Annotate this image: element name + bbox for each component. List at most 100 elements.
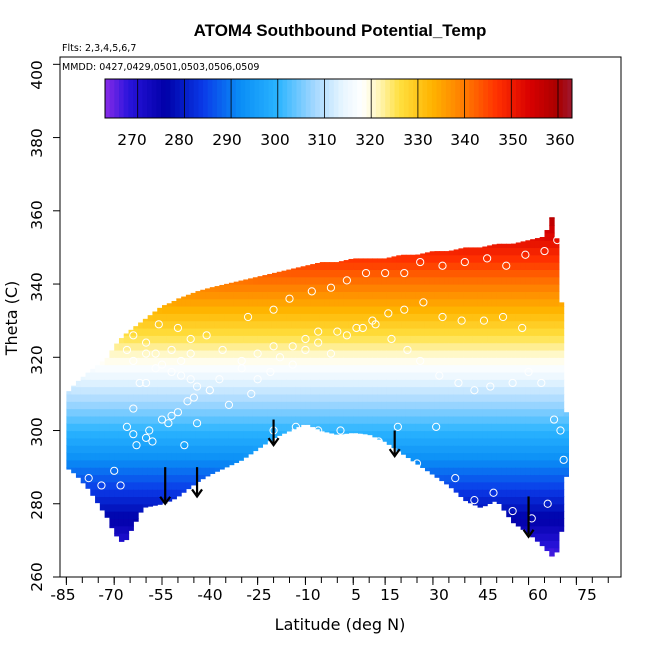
field-cell	[114, 423, 120, 432]
field-cell	[477, 254, 483, 263]
field-cell	[233, 313, 240, 322]
field-cell	[539, 430, 546, 439]
colorbar-swatch	[501, 79, 508, 118]
dates-note: MMDD: 0427,0429,0501,0503,0506,0509	[62, 62, 259, 73]
field-cell	[95, 445, 101, 454]
field-cell	[171, 415, 177, 424]
field-cell	[334, 306, 340, 314]
field-cell	[429, 430, 436, 439]
field-cell	[453, 393, 460, 402]
field-cell	[482, 423, 488, 432]
field-cell	[491, 244, 498, 249]
field-cell	[114, 525, 120, 534]
field-cell	[133, 357, 139, 366]
chart-title: ATOM4 Southbound Potential_Temp	[194, 21, 487, 40]
field-cell	[324, 371, 330, 380]
field-cell	[286, 423, 292, 432]
field-cell	[515, 269, 522, 278]
field-cell	[319, 262, 326, 270]
field-cell	[248, 306, 254, 314]
field-cell	[530, 313, 536, 322]
x-tick-label: -85	[50, 586, 75, 604]
field-cell	[439, 251, 445, 256]
field-cell	[114, 430, 120, 439]
field-cell	[358, 298, 364, 307]
field-cell	[554, 357, 560, 366]
field-cell	[142, 445, 149, 454]
field-cell	[391, 327, 397, 336]
field-cell	[291, 284, 297, 292]
field-cell	[152, 313, 158, 322]
field-cell	[434, 298, 440, 307]
field-cell	[348, 320, 354, 329]
field-cell	[496, 327, 503, 336]
field-cell	[549, 489, 555, 498]
field-cell	[487, 269, 493, 278]
field-cell	[95, 379, 101, 388]
field-cell	[554, 452, 560, 461]
field-cell	[410, 423, 417, 432]
field-cell	[525, 386, 531, 395]
field-cell	[324, 423, 330, 432]
field-cell	[138, 386, 144, 395]
field-cell	[348, 306, 354, 314]
field-cell	[348, 258, 354, 263]
field-cell	[424, 393, 431, 402]
field-cell	[372, 386, 378, 395]
field-cell	[539, 533, 546, 541]
field-cell	[118, 379, 125, 388]
field-cell	[190, 415, 197, 424]
field-cell	[472, 423, 479, 432]
field-cell	[396, 430, 402, 439]
field-cell	[138, 371, 144, 380]
field-cell	[372, 327, 378, 336]
field-cell	[448, 342, 455, 351]
field-cell	[104, 503, 111, 512]
observation-point	[215, 375, 224, 384]
field-cell	[185, 452, 192, 461]
field-cell	[511, 313, 517, 322]
field-cell	[491, 452, 498, 461]
colorbar-swatch	[469, 79, 475, 118]
field-cell	[166, 313, 173, 322]
field-cell	[429, 437, 436, 446]
field-cell	[276, 320, 283, 329]
field-cell	[104, 481, 111, 490]
field-cell	[162, 320, 168, 329]
field-cell	[315, 415, 321, 424]
field-cell	[219, 386, 225, 395]
field-cell	[66, 415, 72, 424]
field-cell	[439, 467, 445, 476]
field-cell	[343, 342, 350, 351]
field-cell	[386, 357, 393, 366]
field-cell	[214, 430, 220, 439]
field-cell	[482, 335, 488, 344]
field-cell	[286, 386, 292, 395]
field-cell	[114, 503, 120, 512]
field-cell	[472, 335, 479, 344]
field-cell	[487, 401, 493, 410]
field-cell	[128, 415, 134, 424]
field-cell	[372, 284, 378, 292]
field-cell	[482, 459, 488, 468]
field-cell	[506, 262, 512, 270]
field-cell	[386, 423, 393, 432]
field-cell	[544, 254, 550, 263]
field-cell	[491, 445, 498, 454]
field-cell	[381, 393, 388, 402]
field-cell	[334, 393, 340, 402]
field-cell	[85, 445, 91, 454]
field-cell	[185, 474, 192, 483]
field-cell	[544, 357, 550, 366]
field-cell	[439, 284, 445, 292]
observation-point	[521, 250, 530, 259]
field-cell	[257, 284, 264, 292]
field-cell	[549, 474, 555, 483]
field-cell	[334, 342, 340, 351]
field-cell	[99, 503, 106, 511]
field-cell	[152, 496, 158, 505]
field-cell	[472, 349, 479, 358]
field-cell	[444, 349, 450, 358]
field-cell	[544, 445, 550, 454]
field-cell	[329, 276, 335, 285]
